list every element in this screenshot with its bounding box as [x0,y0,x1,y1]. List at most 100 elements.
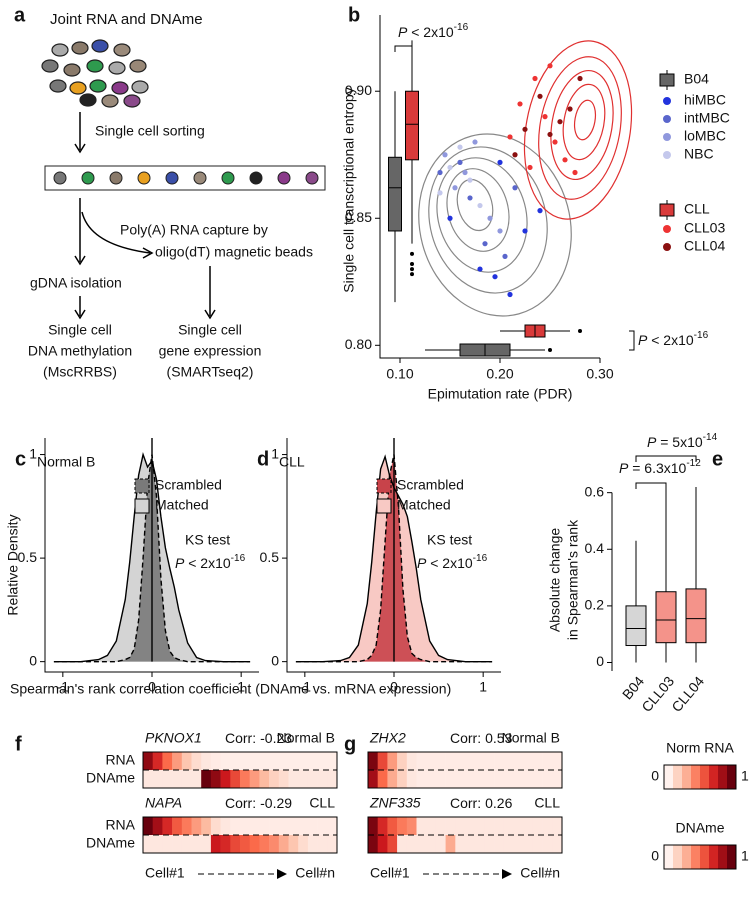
legend-marker [663,133,671,141]
p-text: < 2x10 [407,24,454,40]
colorbar-frame [663,764,737,790]
panel-label: d [257,448,269,470]
axis [44,438,259,673]
colorbar-cell [673,845,683,869]
panel-label: a [14,4,26,26]
heat-cell [210,835,221,853]
heat-cell [269,752,280,770]
heat-cell [249,835,260,853]
heat-cell [181,770,192,788]
colorbar-cell [727,845,737,869]
point [577,75,583,82]
colorbar-title: Norm RNA [666,740,734,756]
y-axis-label: Single cell transcriptional entropy [341,87,357,292]
heat-cell [397,752,408,770]
heat-cell [416,817,427,835]
point [457,144,463,150]
point [537,208,543,214]
heat-cell [406,817,417,835]
colorbar-cell [673,765,683,789]
colorbar-tick: 0 [651,768,659,784]
point [477,266,483,272]
point [562,157,568,163]
heat-cell [201,835,212,853]
heat-cell [307,835,318,853]
heat-cell [397,817,408,835]
colorbar-cell [727,765,737,789]
heat-cell [201,817,212,835]
heat-cell [317,817,328,835]
step-label: Single cell [48,322,112,338]
point [457,159,463,165]
heat-cell [484,752,495,770]
heat-cell [503,752,514,770]
heat-cell [532,770,543,788]
y-tick-label: 0.5 [260,549,280,565]
row-label: RNA [105,817,135,833]
heat-cell [172,817,183,835]
heat-cell [435,835,446,853]
heat-cell [542,817,553,835]
heat-cell [435,752,446,770]
p-symbol: P [638,332,648,348]
y-axis-label: Relative Density [5,514,21,615]
colorbar-cell [709,845,719,869]
arrow-head [502,869,512,879]
corr-value: 0.53 [485,730,512,746]
arrow-head [277,869,287,879]
heat-cell [532,835,543,853]
heat-cell [317,770,328,788]
corr-label: Corr: [225,730,256,746]
step-label: DNA methylation [28,343,132,359]
point [552,139,558,145]
heat-cell [143,770,153,788]
heat-cell [191,817,202,835]
point [547,131,553,138]
heat-cell [181,835,192,853]
x-tick-label: 0 [390,679,398,695]
legend-marker [663,97,671,105]
cells [41,39,149,108]
legend-label: Scrambled [397,477,464,493]
heat-cell [327,752,338,770]
y-tick-label: 0.90 [345,82,372,98]
heat-cell [426,817,437,835]
heat-cell [542,770,553,788]
heat-cell [259,835,270,853]
legend-swatch [659,73,675,87]
correlation: Corr: 0.26 [450,795,513,811]
test-label: KS test [185,532,230,548]
heat-cell [269,817,280,835]
x-tick-label: 0.30 [586,366,613,382]
step-label: gene expression [159,343,262,359]
colorbar-cell [691,765,701,789]
y-tick-label: 0 [596,653,604,669]
point [507,291,513,298]
colorbar-cell [718,765,728,789]
heat-cell [387,770,398,788]
y-tick-label: 1 [271,445,279,461]
heat-cell [240,817,250,835]
panel-label: f [15,733,22,755]
point [497,159,503,165]
legend-label: CLL04 [684,238,725,254]
heat-cell [406,835,417,853]
heat-cell [484,770,495,788]
heat-cell [445,752,456,770]
outlier [410,267,414,272]
x-start-label: Cell#1 [370,865,410,881]
heat-cell [259,752,270,770]
row-label: RNA [105,752,135,768]
row-label: DNAme [86,770,135,786]
outlier [410,251,414,256]
heat-cell [445,835,456,853]
heat-cell [513,835,524,853]
heat-cell [494,752,505,770]
heat-cell [426,752,437,770]
heat-cell [513,817,524,835]
p-value: P < 2x10-16 [417,553,488,571]
heat-cell [152,835,163,853]
heat-cell [532,752,543,770]
heat-cell [552,770,563,788]
point [482,241,488,247]
